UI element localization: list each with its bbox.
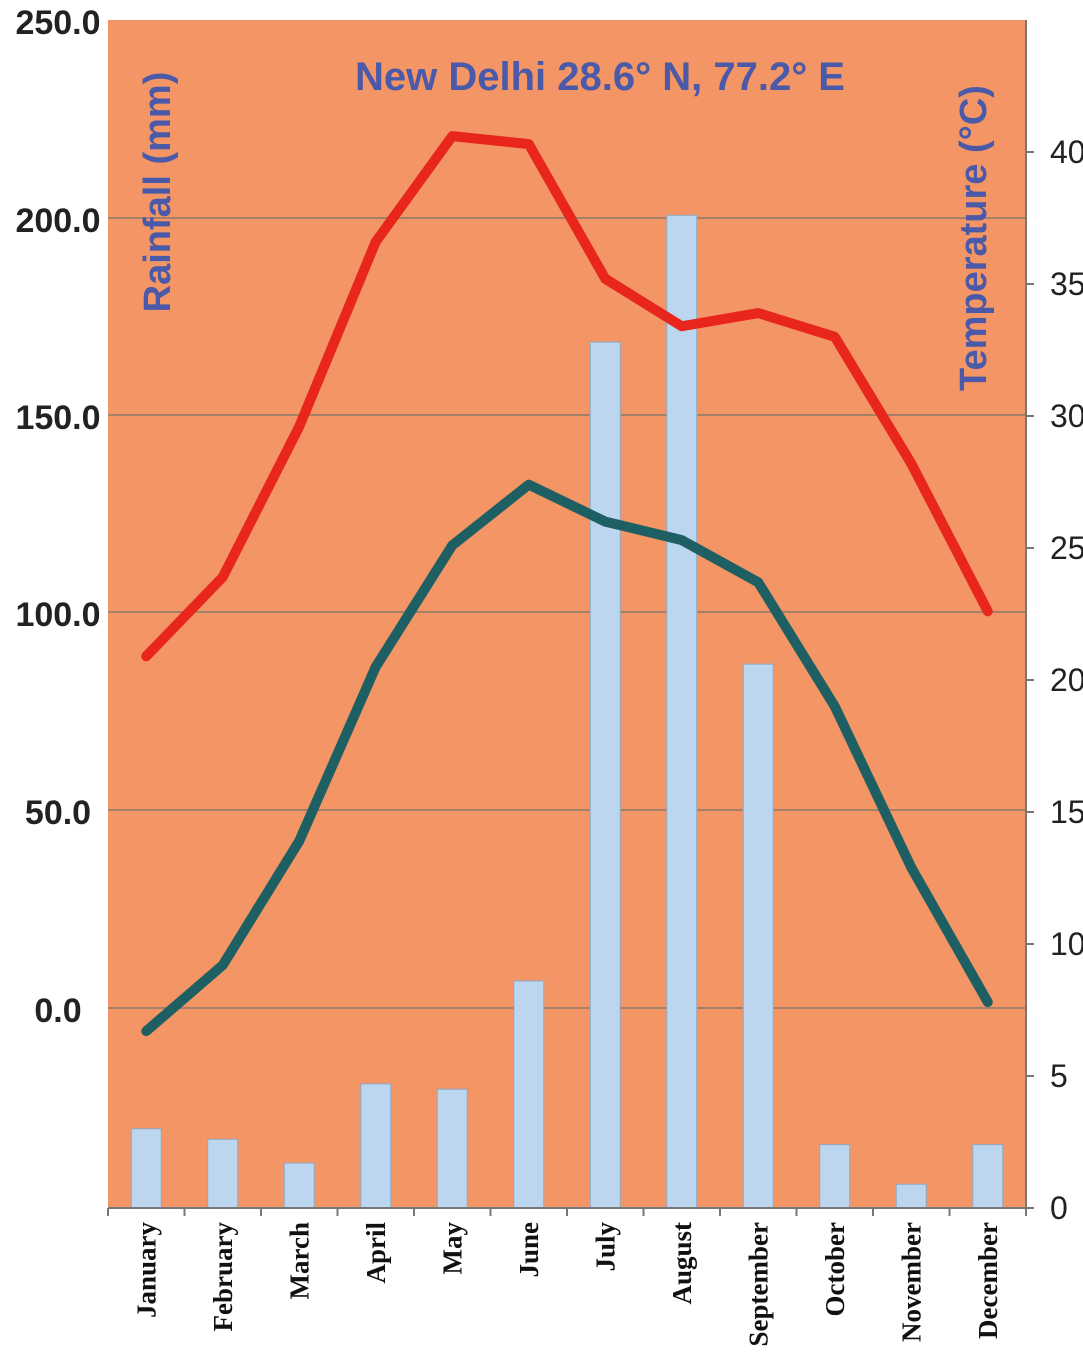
right-tick-label: 25 <box>1050 530 1083 566</box>
left-tick-label: 200.0 <box>15 202 100 240</box>
month-label: August <box>667 1222 697 1305</box>
right-axis-title: Temperature (°C) <box>953 85 995 391</box>
month-label: September <box>743 1222 773 1346</box>
right-tick-label: 30 <box>1050 398 1083 434</box>
left-tick-label: 50.0 <box>25 794 91 832</box>
rainfall-bar <box>130 1128 162 1209</box>
rainfall-bar <box>819 1144 851 1209</box>
month-label: April <box>361 1222 391 1284</box>
max-temperature-line <box>141 131 993 662</box>
plot-background <box>108 20 1026 1208</box>
month-label: November <box>896 1222 926 1342</box>
axes <box>107 20 1027 1216</box>
chart-title: New Delhi 28.6° N, 77.2° E <box>355 55 845 99</box>
right-tick-label: 15 <box>1050 794 1083 830</box>
rainfall-bar <box>513 980 545 1209</box>
left-tick-label: 150.0 <box>15 399 100 437</box>
month-label: May <box>437 1222 467 1275</box>
rainfall-bar <box>360 1083 392 1209</box>
right-tick-label: 10 <box>1050 926 1083 962</box>
right-tick-label: 0 <box>1050 1190 1068 1226</box>
rainfall-bar <box>436 1088 468 1209</box>
right-tick-label: 20 <box>1050 662 1083 698</box>
rainfall-bars <box>130 214 1004 1209</box>
right-tick-label: 35 <box>1050 266 1083 302</box>
gridlines <box>108 217 1026 1009</box>
rainfall-bar <box>742 663 774 1209</box>
month-label: July <box>590 1222 620 1272</box>
month-labels: January February March April May June July Augu… <box>131 1222 1003 1347</box>
left-tick-label: 100.0 <box>15 596 100 634</box>
month-label: December <box>973 1222 1003 1339</box>
min-temperature-line <box>141 479 993 1037</box>
temperature-lines <box>141 131 993 1037</box>
left-tick-label: 250.0 <box>15 4 100 42</box>
left-axis-ticks: 250.0 200.0 150.0 100.0 50.0 0.0 <box>15 4 100 1030</box>
rainfall-bar <box>207 1138 239 1209</box>
right-tick-label: 5 <box>1050 1058 1068 1094</box>
right-tick-label: 40 <box>1050 134 1083 170</box>
right-axis-ticks: 40 35 30 25 20 15 10 5 0 <box>1026 134 1083 1226</box>
month-label: January <box>131 1222 161 1319</box>
rainfall-bar <box>666 214 698 1209</box>
rainfall-bar <box>895 1183 927 1209</box>
left-axis-title: Rainfall (mm) <box>137 72 179 313</box>
rainfall-bar <box>283 1162 315 1209</box>
left-tick-label: 0.0 <box>34 992 81 1030</box>
month-label: March <box>284 1222 314 1299</box>
month-label: June <box>514 1222 544 1278</box>
rainfall-bar <box>972 1144 1004 1209</box>
rainfall-bar <box>589 341 621 1209</box>
month-label: February <box>208 1222 238 1332</box>
month-label: October <box>820 1222 850 1316</box>
